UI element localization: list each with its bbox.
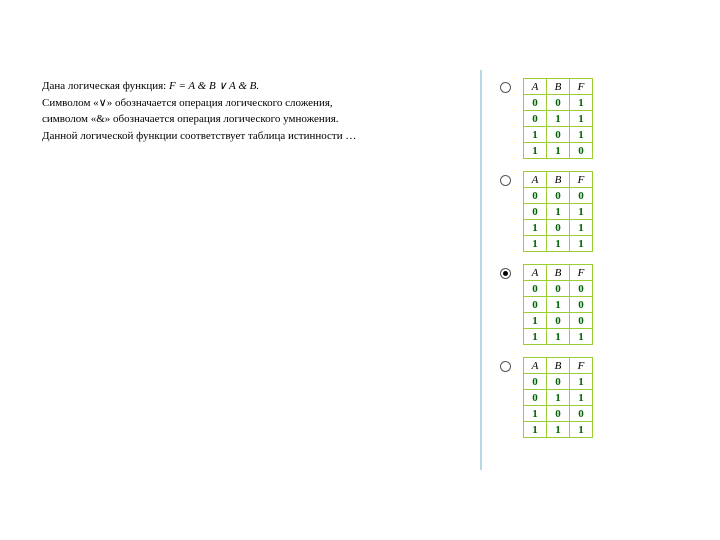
radio-option-4[interactable]	[500, 361, 511, 372]
table-cell: 0	[524, 374, 547, 390]
question-line-1: Дана логическая функция: F = A & B ∨ A &…	[42, 78, 462, 95]
table-row: 111	[524, 329, 593, 345]
table-cell: 1	[547, 143, 570, 159]
question-prefix: Дана логическая функция:	[42, 80, 169, 92]
table-cell: 1	[547, 297, 570, 313]
table-header-cell: B	[547, 265, 570, 281]
table-row: 100	[524, 406, 593, 422]
table-cell: 0	[524, 297, 547, 313]
vertical-divider	[480, 70, 482, 470]
table-header-cell: F	[570, 172, 593, 188]
table-cell: 1	[524, 220, 547, 236]
table-cell: 0	[547, 374, 570, 390]
table-cell: 1	[547, 422, 570, 438]
truth-table-4: ABF001011100111	[523, 357, 593, 438]
table-cell: 1	[570, 111, 593, 127]
table-row: 101	[524, 220, 593, 236]
table-cell: 1	[547, 390, 570, 406]
question-line-3: символом «&» обозначается операция логич…	[42, 111, 462, 128]
table-header-cell: B	[547, 358, 570, 374]
table-row: 001	[524, 374, 593, 390]
table-header-cell: F	[570, 265, 593, 281]
table-cell: 0	[570, 281, 593, 297]
table-cell: 0	[547, 313, 570, 329]
table-cell: 0	[524, 111, 547, 127]
table-row: 000	[524, 281, 593, 297]
option-3: ABF000010100111	[500, 264, 680, 345]
table-cell: 1	[547, 111, 570, 127]
table-cell: 1	[524, 422, 547, 438]
radio-option-3[interactable]	[500, 268, 511, 279]
radio-option-2[interactable]	[500, 175, 511, 186]
table-cell: 1	[547, 204, 570, 220]
table-cell: 0	[570, 188, 593, 204]
table-cell: 0	[524, 281, 547, 297]
table-row: 011	[524, 111, 593, 127]
table-cell: 0	[570, 297, 593, 313]
options-column: ABF001011101110ABF000011101111ABF0000101…	[500, 78, 680, 450]
table-cell: 0	[547, 127, 570, 143]
table-cell: 1	[570, 127, 593, 143]
table-cell: 1	[524, 313, 547, 329]
table-header-cell: A	[524, 172, 547, 188]
question-block: Дана логическая функция: F = A & B ∨ A &…	[42, 78, 462, 144]
option-1: ABF001011101110	[500, 78, 680, 159]
table-cell: 1	[547, 329, 570, 345]
table-cell: 1	[524, 329, 547, 345]
truth-table-3: ABF000010100111	[523, 264, 593, 345]
table-cell: 0	[547, 220, 570, 236]
truth-table-2: ABF000011101111	[523, 171, 593, 252]
table-row: 010	[524, 297, 593, 313]
table-cell: 0	[524, 188, 547, 204]
table-cell: 0	[570, 406, 593, 422]
table-cell: 1	[570, 390, 593, 406]
table-header-cell: F	[570, 358, 593, 374]
table-row: 100	[524, 313, 593, 329]
table-cell: 0	[547, 95, 570, 111]
table-cell: 1	[524, 127, 547, 143]
table-header-cell: B	[547, 172, 570, 188]
table-cell: 1	[570, 204, 593, 220]
radio-option-1[interactable]	[500, 82, 511, 93]
table-cell: 1	[547, 236, 570, 252]
table-cell: 0	[524, 390, 547, 406]
question-line-4: Данной логической функции соответствует …	[42, 128, 462, 145]
table-header-cell: F	[570, 79, 593, 95]
table-cell: 1	[570, 95, 593, 111]
table-cell: 1	[524, 236, 547, 252]
table-header-cell: A	[524, 79, 547, 95]
truth-table-1: ABF001011101110	[523, 78, 593, 159]
question-line-2: Символом «∨» обозначается операция логич…	[42, 95, 462, 112]
table-row: 011	[524, 204, 593, 220]
table-row: 001	[524, 95, 593, 111]
table-row: 110	[524, 143, 593, 159]
table-header-cell: B	[547, 79, 570, 95]
option-4: ABF001011100111	[500, 357, 680, 438]
table-header-cell: A	[524, 265, 547, 281]
table-cell: 1	[524, 143, 547, 159]
table-cell: 0	[547, 406, 570, 422]
table-cell: 0	[524, 204, 547, 220]
table-row: 111	[524, 422, 593, 438]
table-cell: 0	[547, 188, 570, 204]
table-row: 011	[524, 390, 593, 406]
table-cell: 1	[570, 422, 593, 438]
table-cell: 0	[570, 313, 593, 329]
option-2: ABF000011101111	[500, 171, 680, 252]
table-cell: 1	[570, 236, 593, 252]
table-cell: 0	[570, 143, 593, 159]
table-row: 000	[524, 188, 593, 204]
table-cell: 1	[570, 374, 593, 390]
table-cell: 0	[524, 95, 547, 111]
table-cell: 1	[570, 329, 593, 345]
table-row: 111	[524, 236, 593, 252]
table-cell: 0	[547, 281, 570, 297]
question-formula: F = A & B ∨ A & B.	[169, 80, 259, 92]
table-header-cell: A	[524, 358, 547, 374]
table-row: 101	[524, 127, 593, 143]
table-cell: 1	[570, 220, 593, 236]
table-cell: 1	[524, 406, 547, 422]
